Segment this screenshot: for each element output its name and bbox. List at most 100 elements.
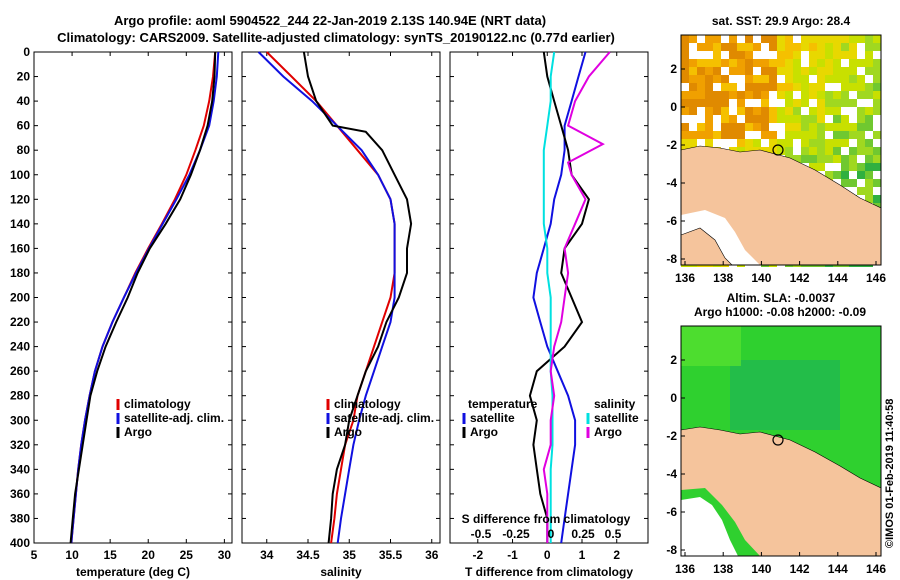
sst-cell [769, 131, 777, 139]
top-tick-label: -0.25 [502, 527, 530, 541]
sst-cell [801, 43, 809, 51]
sst-cell [849, 59, 857, 67]
sst-cell [865, 147, 873, 155]
sst-cell [769, 67, 777, 75]
sst-cell [729, 123, 737, 131]
sst-cell [785, 67, 793, 75]
y-tick-label: 40 [17, 94, 31, 108]
sst-map-title: sat. SST: 29.9 Argo: 28.4 [712, 14, 851, 28]
sst-cell [745, 75, 753, 83]
sst-cell [849, 35, 857, 43]
sst-cell [873, 179, 881, 187]
sst-cell [841, 67, 849, 75]
x-tick-label: 34 [260, 548, 274, 562]
sst-cell [705, 99, 713, 107]
map-y-tick-label: -8 [666, 252, 677, 266]
sst-cell [793, 59, 801, 67]
sst-cell [809, 115, 817, 123]
sst-cell [721, 99, 729, 107]
sst-cell [713, 99, 721, 107]
sst-cell [745, 43, 753, 51]
sst-cell [753, 43, 761, 51]
sst-cell [873, 131, 881, 139]
x-tick-label: -1 [507, 548, 518, 562]
sst-cell [761, 147, 769, 155]
sst-cell [841, 43, 849, 51]
sst-cell [809, 83, 817, 91]
y-tick-label: 300 [10, 413, 30, 427]
sst-cell [825, 171, 833, 179]
sst-cell [721, 115, 729, 123]
series-line-blue [257, 51, 396, 544]
sst-cell [825, 59, 833, 67]
sst-cell [785, 59, 793, 67]
sst-cell [849, 131, 857, 139]
sst-cell [857, 35, 865, 43]
sst-cell [761, 123, 769, 131]
sst-cell [681, 35, 689, 43]
sst-cell [793, 43, 801, 51]
sst-cell [793, 123, 801, 131]
temperature-panel: 0 20 40 60 80 100 120 140 160 180 200 220 240 260 280 3… [10, 45, 233, 579]
sst-cell [777, 83, 785, 91]
sla-map [680, 325, 882, 557]
plot-frame [33, 51, 233, 544]
sst-cell [873, 35, 881, 43]
x-tick-label: 15 [103, 548, 117, 562]
sst-cell [737, 59, 745, 67]
sla-map-frame [680, 325, 882, 557]
series-line-black [528, 51, 590, 543]
sst-cell [801, 139, 809, 147]
sst-cell [857, 163, 865, 171]
sst-cell [697, 91, 705, 99]
sst-cell [769, 139, 777, 147]
sst-cell [801, 155, 809, 163]
sst-cell [713, 67, 721, 75]
sst-cell [865, 59, 873, 67]
sst-cell [825, 123, 833, 131]
sst-cell [841, 171, 849, 179]
sst-cell [833, 75, 841, 83]
y-tick-label: 160 [10, 241, 30, 255]
sst-cell [705, 43, 713, 51]
sst-cell [689, 67, 697, 75]
sst-cell [841, 99, 849, 107]
series-line-magenta [542, 51, 611, 543]
sst-cell [681, 139, 689, 147]
y-tick-label: 80 [17, 143, 31, 157]
sst-cell [865, 67, 873, 75]
map-x-tick-label: 140 [751, 271, 771, 285]
sst-cell [817, 139, 825, 147]
sst-cell [761, 75, 769, 83]
sla-axes: 2 0 -2 -4 -6 -8 136 138 140 142 144 146 [666, 353, 886, 576]
sst-cell [737, 51, 745, 59]
sst-cell [721, 75, 729, 83]
sst-cell [681, 131, 689, 139]
sst-cell [761, 83, 769, 91]
sst-cell [745, 139, 753, 147]
sst-cell [697, 131, 705, 139]
sla-white-coast [681, 497, 738, 556]
series-line-blue [532, 51, 587, 544]
sst-cell [713, 107, 721, 115]
sst-cell [841, 163, 849, 171]
sst-cell [777, 51, 785, 59]
legend-label: satellite-adj. clim. [124, 411, 224, 425]
sst-cell [825, 75, 833, 83]
sst-cell [681, 51, 689, 59]
map-y-tick-label: 0 [670, 391, 677, 405]
sst-cell [857, 91, 865, 99]
sst-cell [737, 99, 745, 107]
sst-argo-marker [772, 144, 784, 156]
sst-cell [849, 75, 857, 83]
sst-cell [753, 107, 761, 115]
sst-cell [769, 35, 777, 43]
sst-cell [777, 115, 785, 123]
sst-cell [817, 123, 825, 131]
sst-cell [785, 83, 793, 91]
x-tick-label: 10 [65, 548, 79, 562]
legend-label: Argo [124, 425, 152, 439]
sst-cell [857, 107, 865, 115]
y-tick-label: 140 [10, 217, 30, 231]
sst-cell [873, 163, 881, 171]
